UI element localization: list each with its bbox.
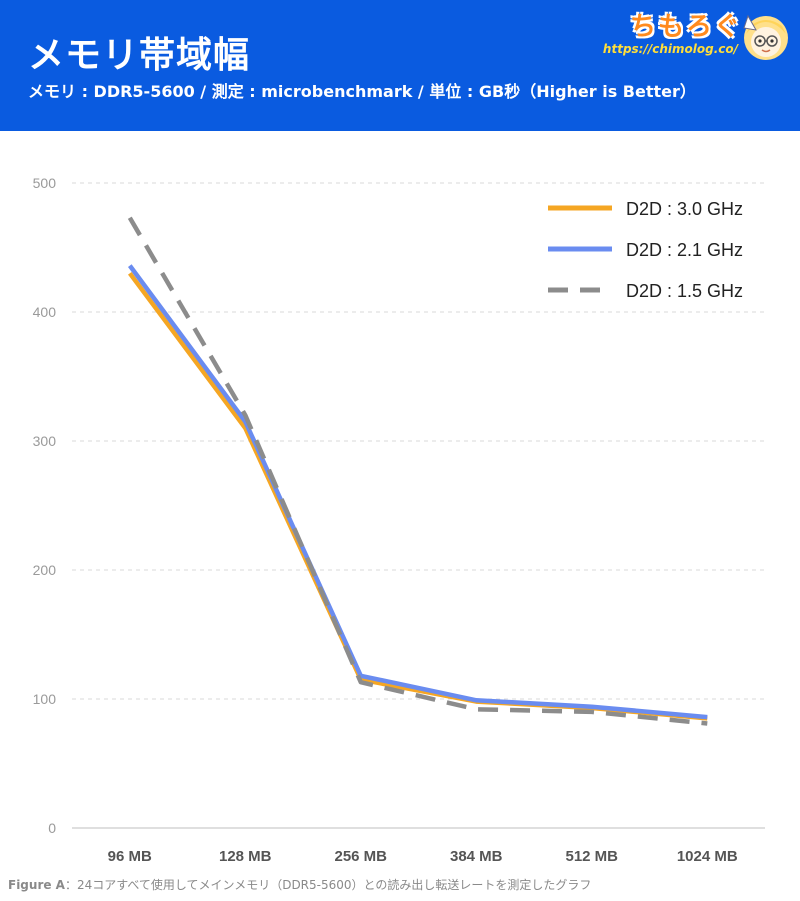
axis-layer: 0 100 200 300 400 500 96 MB 128 MB 256 MB 384 MB 5…: [33, 175, 765, 865]
x-tick-label: 128 MB: [219, 848, 272, 865]
series-layer: [127, 216, 708, 726]
page-subtitle: メモリ : DDR5-5600 / 測定 : microbenchmark / …: [28, 82, 696, 101]
figure-caption-text: ：24コアすべて使用してメインメモリ（DDR5-5600）との読み出し転送レート…: [64, 878, 592, 892]
y-tick-label: 200: [33, 562, 57, 578]
x-tick-label: 512 MB: [565, 848, 618, 865]
brand-logo[interactable]: ちもろぐ https://chimolog.co/: [592, 6, 742, 61]
legend-label-1: D2D : 2.1 GHz: [626, 240, 743, 260]
brand-url[interactable]: https://chimolog.co/: [602, 42, 738, 56]
x-tick-label: 384 MB: [450, 848, 503, 865]
series-line-1: [127, 264, 708, 720]
header-banner: メモリ帯域幅 メモリ : DDR5-5600 / 測定 : microbench…: [0, 0, 800, 131]
page-title: メモリ帯域幅: [28, 35, 251, 76]
series-line-0: [127, 271, 708, 721]
grid-layer: [72, 182, 765, 700]
figure-caption: Figure A：24コアすべて使用してメインメモリ（DDR5-5600）との読…: [8, 876, 591, 893]
legend-label-2: D2D : 1.5 GHz: [626, 281, 743, 301]
figure-label: Figure A: [8, 878, 65, 892]
y-tick-label: 300: [33, 433, 57, 449]
chart-legend: D2D : 3.0 GHz D2D : 2.1 GHz D2D : 1.5 GHz: [548, 199, 743, 301]
y-tick-label: 400: [33, 304, 57, 320]
x-tick-label: 256 MB: [334, 848, 387, 865]
mascot-icon: [743, 14, 788, 60]
y-tick-label: 0: [48, 820, 56, 836]
y-tick-label: 500: [33, 175, 57, 191]
line-chart: 0 100 200 300 400 500 96 MB 128 MB 256 MB 384 MB 5…: [33, 175, 765, 865]
y-tick-label: 100: [33, 691, 57, 707]
series-line-2: [127, 216, 708, 726]
x-tick-label: 96 MB: [108, 848, 152, 865]
x-tick-label: 1024 MB: [677, 848, 738, 865]
brand-name: ちもろぐ: [629, 12, 742, 42]
legend-label-0: D2D : 3.0 GHz: [626, 199, 743, 219]
